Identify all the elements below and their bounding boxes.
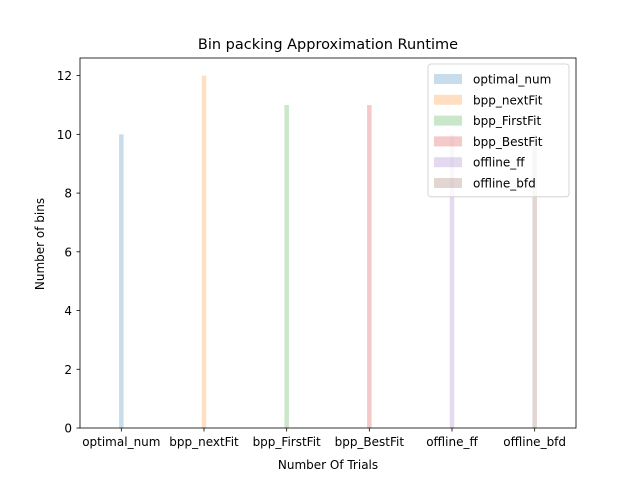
x-axis: optimal_num bpp_nextFit bpp_FirstFit bpp_Be…	[82, 428, 566, 449]
legend-swatch-offline_bfd	[434, 178, 462, 188]
y-axis-label: Number of bins	[33, 198, 47, 290]
bars-group	[119, 75, 537, 429]
legend-swatch-optimal_num	[434, 74, 462, 84]
plot-frame	[79, 57, 577, 429]
x-tick-label: bpp_BestFit	[335, 435, 405, 449]
chart-title: Bin packing Approximation Runtime	[198, 37, 458, 53]
legend-swatch-bpp_BestFit	[434, 136, 462, 147]
legend-label-bpp_nextFit: bpp_nextFit	[473, 93, 543, 107]
bar-optimal_num	[119, 134, 124, 428]
bar-offline_bfd	[532, 134, 537, 428]
legend-label-offline_ff: offline_ff	[473, 156, 525, 170]
y-tick-label: 12	[57, 69, 72, 83]
bar-bpp_nextFit	[201, 75, 207, 429]
y-tick-label: 0	[64, 422, 72, 436]
x-tick-label: offline_ff	[426, 435, 478, 449]
bar-bpp_BestFit	[367, 104, 372, 428]
x-tick-label: optimal_num	[82, 435, 160, 449]
y-tick-label: 2	[64, 363, 72, 377]
x-tick-label: bpp_nextFit	[169, 435, 239, 449]
legend-label-offline_bfd: offline_bfd	[473, 177, 536, 191]
y-axis: 0 2 4 6 8 10 12	[57, 69, 80, 436]
legend-label-bpp_FirstFit: bpp_FirstFit	[473, 114, 541, 128]
legend-box	[427, 63, 570, 198]
legend-swatch-bpp_nextFit	[434, 94, 462, 105]
x-axis-label: Number Of Trials	[278, 458, 378, 472]
y-tick-label: 4	[64, 304, 72, 318]
legend: optimal_num bpp_nextFit bpp_FirstFit bpp_Be…	[427, 63, 570, 198]
y-tick-label: 8	[64, 187, 72, 201]
x-tick-label: bpp_FirstFit	[253, 435, 321, 449]
y-tick-label: 10	[57, 128, 72, 142]
legend-swatch-bpp_FirstFit	[434, 115, 462, 126]
y-tick-label: 6	[64, 245, 72, 259]
legend-label-bpp_BestFit: bpp_BestFit	[473, 135, 543, 149]
bar-offline_ff	[449, 134, 455, 428]
x-tick-label: offline_bfd	[503, 435, 566, 449]
bar-bpp_FirstFit	[284, 104, 289, 428]
legend-swatch-offline_ff	[434, 157, 462, 168]
legend-label-optimal_num: optimal_num	[473, 73, 551, 87]
